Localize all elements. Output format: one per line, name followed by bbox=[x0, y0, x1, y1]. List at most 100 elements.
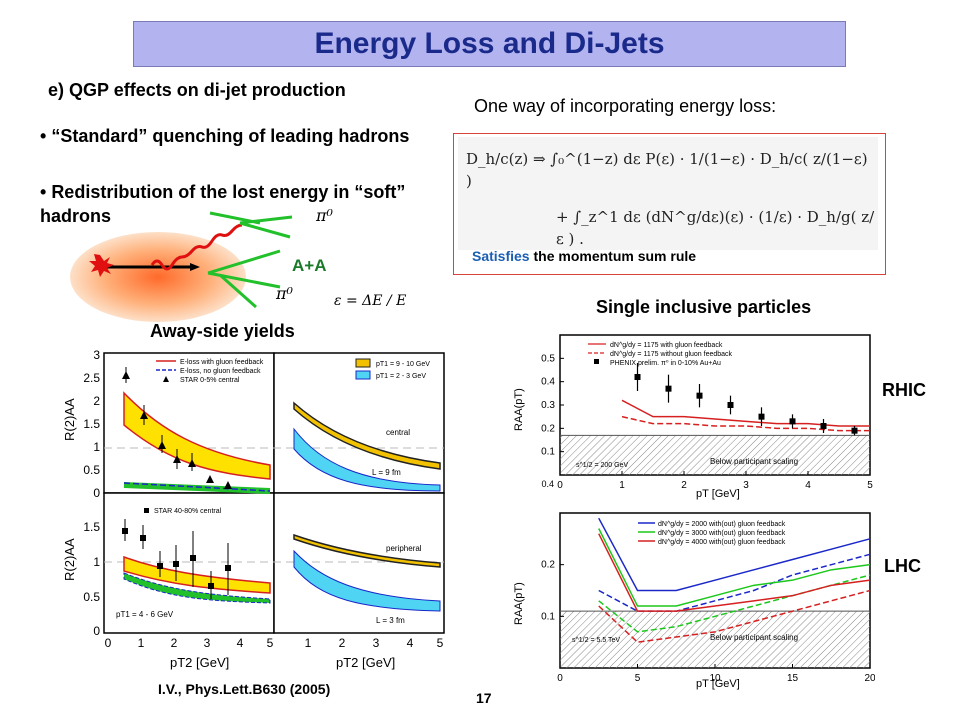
lhc-legend-2: dN^g/dy = 3000 with(out) gluon feedback bbox=[658, 530, 786, 537]
series-line-dashed bbox=[598, 589, 871, 643]
legend-star-central: STAR 0-5% central bbox=[180, 377, 240, 384]
bullet-1-text: “Standard” quenching of leading hadrons bbox=[51, 126, 410, 146]
rhic-chart: 0 1 2 3 4 5 0.1 0.2 0.3 0.4 0.5 dN^g/dy = 1175 wit… bbox=[513, 334, 873, 500]
series-line bbox=[598, 517, 871, 592]
legend-triangle-icon bbox=[163, 376, 169, 382]
band-top-right-high bbox=[293, 401, 441, 470]
x-tick-label: 10 bbox=[709, 673, 721, 684]
svg-text:3: 3 bbox=[373, 636, 380, 650]
band-peripheral-low bbox=[123, 572, 271, 604]
svg-text:1: 1 bbox=[93, 440, 100, 454]
rhic-label: RHIC bbox=[882, 380, 926, 400]
x-tick-label: 5 bbox=[635, 673, 641, 684]
section-heading: e) QGP effects on di-jet production bbox=[48, 80, 346, 100]
y-ticks-bottom: 1.5 1 0.5 0 bbox=[83, 520, 100, 638]
bullet-1: • “Standard” quenching of leading hadron… bbox=[40, 126, 410, 146]
data-point bbox=[851, 427, 858, 434]
band-bottom-right-low bbox=[293, 549, 441, 612]
slide-title: Energy Loss and Di-Jets bbox=[314, 27, 665, 60]
page-number: 17 bbox=[476, 690, 492, 706]
svg-text:1.5: 1.5 bbox=[83, 520, 100, 534]
rhic-y-bottom-tick: 0.4 bbox=[541, 479, 554, 489]
legend-pt1-low: pT1 = 2 - 3 GeV bbox=[376, 373, 426, 380]
svg-text:5: 5 bbox=[437, 636, 444, 650]
x-tick-label: 1 bbox=[619, 480, 625, 491]
legend-feedback: E-loss with gluon feedback bbox=[180, 359, 264, 366]
dashed-no-feedback bbox=[123, 482, 271, 492]
l3-label: L = 3 fm bbox=[376, 616, 405, 625]
svg-text:0: 0 bbox=[105, 636, 112, 650]
svg-text:2: 2 bbox=[93, 394, 100, 408]
formula-panel bbox=[458, 137, 878, 250]
below-scaling-region bbox=[560, 611, 870, 668]
svg-text:5: 5 bbox=[267, 636, 274, 650]
y-tick-label: 0.2 bbox=[541, 423, 555, 434]
data-point bbox=[789, 418, 796, 425]
rhic-legend-3: PHENIX prelim. π⁰ in 0-10% Au+Au bbox=[610, 359, 721, 367]
hadron-track bbox=[209, 211, 261, 225]
x-ticks-right: 1 2 3 4 5 bbox=[305, 636, 444, 650]
svg-text:4: 4 bbox=[407, 636, 414, 650]
lhc-legend-1: dN^g/dy = 2000 with(out) gluon feedback bbox=[658, 521, 786, 528]
data-point bbox=[634, 374, 641, 380]
citation: I.V., Phys.Lett.B630 (2005) bbox=[158, 681, 331, 697]
svg-text:1: 1 bbox=[305, 636, 312, 650]
data-point bbox=[727, 402, 734, 408]
band-central-9-10 bbox=[123, 391, 271, 480]
lhc-plot-area: 0 5 10 15 20 0.1 0.2 bbox=[541, 517, 875, 684]
rhic-legend-2: dN^g/dy = 1175 without gluon feedback bbox=[610, 351, 733, 358]
rhic-legend-square-icon bbox=[594, 359, 599, 364]
band-top-right-low bbox=[293, 427, 441, 492]
lhc-chart: 0 5 10 15 20 0.1 0.2 dN^g/dy = 2000 with(out) … bbox=[513, 512, 875, 690]
lhc-x-label: pT [GeV] bbox=[696, 678, 740, 690]
medium-blob bbox=[70, 232, 246, 322]
x-tick-label: 3 bbox=[743, 480, 749, 491]
legend-nofeedback: E-loss, no gluon feedback bbox=[180, 368, 261, 375]
x-tick-label: 2 bbox=[681, 480, 687, 491]
x-tick-label: 0 bbox=[557, 673, 563, 684]
svg-text:0.5: 0.5 bbox=[83, 590, 100, 604]
dijet-diagram: π⁰ A+A π⁰ ε = ΔE / E bbox=[70, 206, 406, 322]
lhc-y-label: RAA(pT) bbox=[513, 582, 525, 625]
title-bar bbox=[133, 21, 846, 67]
pi-upper: π⁰ bbox=[315, 206, 334, 225]
data-point bbox=[758, 413, 765, 420]
rhic-x-label: pT [GeV] bbox=[696, 488, 740, 500]
x-label-left: pT2 [GeV] bbox=[170, 655, 229, 670]
lhc-energy-annotation: s^1/2 = 5.5 TeV bbox=[572, 637, 620, 644]
single-inclusive-heading: Single inclusive particles bbox=[596, 297, 812, 317]
x-tick-label: 0 bbox=[557, 480, 563, 491]
legend-swatch-low bbox=[355, 370, 371, 380]
lhc-label: LHC bbox=[884, 556, 921, 576]
pt1-label: pT1 = 4 - 6 GeV bbox=[116, 610, 174, 619]
series-line bbox=[621, 399, 870, 427]
y-tick-label: 0.3 bbox=[541, 400, 555, 411]
series-line bbox=[621, 415, 870, 432]
legend-square-icon bbox=[144, 508, 149, 513]
svg-text:0.5: 0.5 bbox=[83, 463, 100, 477]
peripheral-label: peripheral bbox=[386, 544, 422, 553]
svg-text:2.5: 2.5 bbox=[83, 371, 100, 385]
data-point bbox=[696, 392, 703, 399]
band-bottom-right-high bbox=[293, 533, 441, 568]
svg-text:0: 0 bbox=[93, 486, 100, 500]
rhic-legend-1: dN^g/dy = 1175 with gluon feedback bbox=[610, 342, 723, 349]
bullet-2-text: Redistribution of the lost energy in “so… bbox=[40, 182, 406, 226]
x-tick-label: 15 bbox=[787, 673, 799, 684]
jet-arrow bbox=[190, 263, 200, 271]
hadron-track bbox=[239, 221, 291, 239]
legend-star-peripheral: STAR 40-80% central bbox=[154, 508, 222, 515]
svg-text:4: 4 bbox=[237, 636, 244, 650]
hadron-track bbox=[219, 273, 257, 309]
below-scaling-region bbox=[560, 435, 870, 475]
sum-rule-prefix: Satisfies bbox=[472, 248, 530, 264]
y-ticks-top: 3 2.5 2 1.5 1 0.5 0 bbox=[83, 348, 100, 500]
series-line bbox=[598, 528, 871, 607]
y-tick-label: 0.2 bbox=[541, 560, 555, 571]
central-label: central bbox=[386, 428, 410, 437]
series-line-dashed bbox=[598, 574, 871, 633]
lhc-legend-3: dN^g/dy = 4000 with(out) gluon feedback bbox=[658, 539, 786, 546]
svg-text:1: 1 bbox=[138, 636, 145, 650]
y-tick-label: 0.1 bbox=[541, 611, 555, 622]
hadron-track bbox=[207, 249, 281, 275]
